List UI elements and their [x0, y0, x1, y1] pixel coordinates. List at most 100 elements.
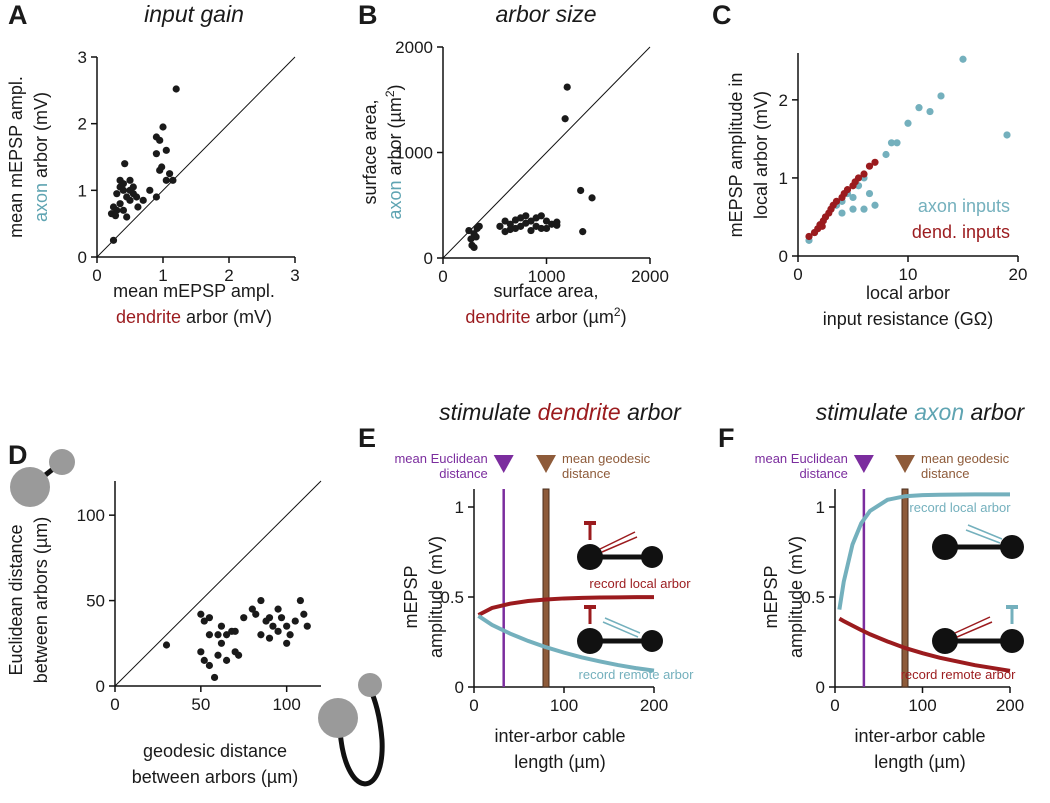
point — [274, 605, 282, 613]
point — [286, 631, 294, 639]
panel-letter: B — [358, 0, 378, 30]
point — [205, 631, 214, 639]
x-axis-label: dendrite arbor (mV) — [116, 307, 272, 327]
label-segment: ) — [621, 307, 627, 327]
point — [588, 194, 596, 202]
point — [871, 201, 879, 209]
identity-line — [96, 56, 296, 258]
point — [553, 218, 561, 226]
point — [470, 230, 478, 238]
point — [291, 617, 299, 625]
vline-label: mean geodesic — [562, 451, 651, 466]
x-tick-label: 200 — [640, 696, 668, 715]
y-axis-label: between arbors (µm) — [31, 517, 51, 683]
label-segment: axon — [31, 183, 51, 222]
x-tick-label: 0 — [92, 266, 101, 285]
y-tick-label: 0 — [424, 249, 433, 268]
label-segment: arbor (µm — [385, 97, 405, 180]
series-label: record local arbor — [909, 500, 1011, 515]
x-tick-label: 1 — [158, 266, 167, 285]
series-line — [477, 614, 655, 673]
point — [119, 186, 127, 194]
x-tick-label: 50 — [191, 695, 210, 714]
point — [265, 614, 274, 622]
panel-letter: F — [718, 423, 735, 453]
point — [893, 139, 901, 147]
label-segment: ) — [385, 84, 405, 90]
label-segment: arbor — [964, 399, 1025, 425]
x-axis-label: geodesic distance — [143, 741, 287, 761]
point — [166, 170, 174, 178]
y-axis-label: mEPSP — [401, 565, 421, 628]
point — [121, 160, 129, 168]
series-label: record remote arbor — [579, 667, 695, 682]
point — [579, 228, 587, 236]
point — [152, 193, 160, 201]
point — [527, 226, 535, 235]
x-tick-label: 10 — [899, 265, 918, 284]
point — [200, 656, 208, 664]
x-axis-label: inter-arbor cable — [494, 726, 625, 746]
point — [915, 104, 923, 112]
x-tick-label: 3 — [290, 266, 299, 285]
y-tick-label: 0 — [779, 247, 788, 266]
point — [205, 614, 214, 622]
y-axis-label: surface area, — [360, 99, 380, 204]
point — [840, 189, 848, 198]
point — [139, 196, 147, 204]
x-tick-label: 100 — [272, 695, 300, 714]
point — [300, 610, 308, 618]
series-line — [477, 595, 654, 617]
y-tick-label: 1 — [779, 169, 788, 188]
point — [904, 119, 912, 127]
x-tick-label: 0 — [110, 695, 119, 714]
label-segment: 2 — [614, 305, 621, 319]
point — [172, 85, 180, 93]
point — [217, 622, 226, 630]
chart-title: arbor size — [496, 1, 597, 27]
y-axis-label: Euclidean distance — [6, 524, 26, 675]
y-tick-label: 1000 — [395, 144, 433, 163]
vline-label: distance — [921, 466, 969, 481]
point — [119, 206, 127, 214]
point — [522, 212, 530, 220]
point — [887, 139, 896, 147]
point — [252, 610, 260, 618]
y-tick-label: 2 — [779, 91, 788, 110]
point — [197, 610, 205, 618]
x-axis-label: dendrite arbor (µm2) — [465, 305, 626, 327]
point — [162, 176, 170, 184]
vline-marker — [493, 455, 514, 473]
panel-letter: D — [8, 440, 28, 470]
identity-line — [442, 46, 651, 259]
vline — [901, 488, 909, 688]
point — [496, 222, 504, 230]
vline-label: mean Euclidean — [755, 451, 848, 466]
point — [274, 627, 282, 635]
point — [217, 639, 226, 647]
point — [126, 196, 134, 204]
vline-label: distance — [439, 466, 487, 481]
y-tick-label: 0.5 — [801, 588, 825, 607]
vline-label: mean geodesic — [921, 451, 1010, 466]
x-axis-label: surface area, — [493, 281, 598, 301]
point — [865, 162, 874, 170]
label-segment: arbor (µm — [530, 307, 613, 327]
point — [222, 631, 231, 639]
point — [1003, 131, 1011, 139]
point — [197, 648, 205, 656]
point — [240, 614, 248, 622]
y-tick-label: 50 — [86, 592, 105, 611]
icon-curved — [318, 673, 385, 787]
point — [162, 641, 171, 649]
y-tick-label: 1 — [78, 181, 87, 200]
label-segment: stimulate — [816, 399, 914, 425]
point — [214, 651, 222, 659]
point — [265, 634, 274, 642]
x-tick-label: 100 — [908, 696, 936, 715]
point — [851, 178, 859, 186]
point — [542, 217, 551, 225]
point — [133, 193, 141, 201]
chart-title: input gain — [144, 1, 244, 27]
point — [116, 200, 124, 208]
